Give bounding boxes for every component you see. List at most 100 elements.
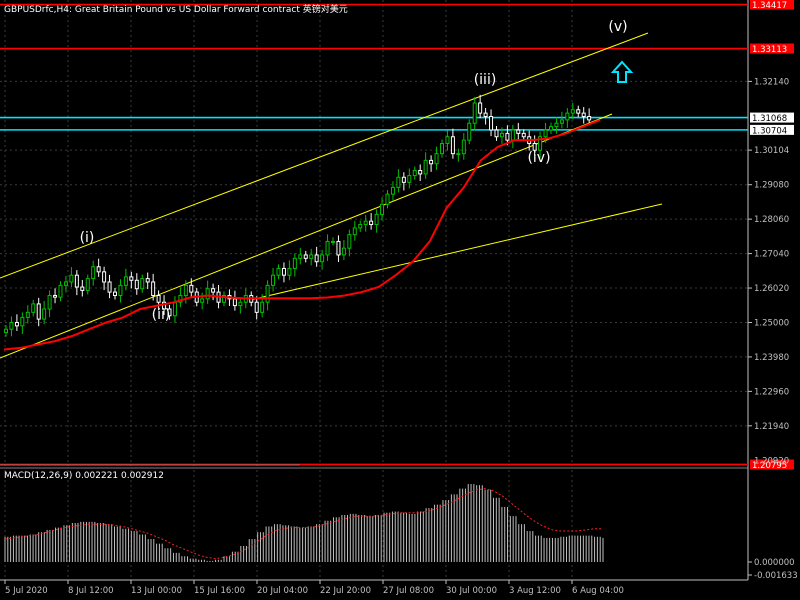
candle-body	[336, 240, 341, 256]
candle-body	[510, 129, 515, 141]
level-label: 1.34417	[752, 1, 787, 11]
wave-label: (iv)	[527, 150, 550, 166]
candle-body	[238, 301, 243, 307]
candle-body	[96, 266, 101, 273]
candle-body	[145, 278, 150, 283]
candle-body	[14, 321, 19, 327]
candle-body	[331, 240, 335, 243]
candle-body	[113, 291, 117, 296]
candle-body	[309, 254, 314, 259]
candle-body	[151, 281, 156, 296]
level-label-box	[750, 0, 794, 10]
candle-body	[369, 220, 374, 226]
candle-body	[499, 132, 504, 138]
candle-body	[53, 294, 58, 298]
candle-body	[532, 143, 537, 151]
candle-body	[200, 298, 205, 303]
candle-body	[9, 321, 14, 330]
symbol-header: GBPUSDrfc,H4: Great Britain Pound vs US …	[4, 5, 348, 15]
candle-body	[587, 116, 592, 121]
candle-body	[396, 176, 401, 188]
candle-body	[189, 284, 194, 293]
candle-body	[407, 175, 412, 183]
time-tick-label: 15 Jul 16:00	[194, 586, 245, 596]
candle-body	[140, 278, 145, 290]
ma-polyline	[3, 118, 601, 351]
candle-body	[172, 301, 177, 317]
time-tick-label: 6 Aug 04:00	[572, 586, 624, 596]
candle-body	[281, 267, 286, 276]
candle-body	[205, 288, 210, 300]
candle-body	[538, 136, 543, 151]
candle-body	[445, 136, 450, 145]
candle-body	[58, 284, 63, 298]
trend-line	[0, 113, 613, 359]
price-tick-label: 1.20920	[754, 456, 789, 466]
wave-label: (i)	[80, 230, 95, 246]
arrow-shape	[610, 60, 634, 83]
time-tick-label: 22 Jul 20:00	[320, 586, 371, 596]
candle-body	[576, 109, 581, 114]
price-tick-label: 1.23980	[754, 353, 789, 363]
candle-body	[211, 288, 216, 293]
candle-body	[401, 176, 406, 183]
candle-body	[374, 213, 379, 226]
time-tick-label: 8 Jul 12:00	[68, 586, 114, 596]
candle-body	[461, 139, 466, 155]
macd-tick-label: -0.001633	[754, 571, 798, 581]
candle-body	[352, 227, 357, 236]
macd-signal-line	[4, 488, 603, 560]
candle-body	[183, 284, 188, 296]
candle-body	[521, 132, 526, 138]
candle-body	[478, 102, 483, 114]
level-label: 1.33113	[752, 45, 787, 55]
candle-body	[156, 294, 161, 303]
up-arrow-icon	[610, 60, 634, 83]
level-label-box	[750, 112, 794, 123]
candle-body	[222, 294, 226, 303]
candle-body	[31, 303, 36, 313]
candle-body	[162, 301, 167, 310]
candle-body	[489, 116, 494, 131]
candle-body	[385, 193, 390, 205]
candle-body	[483, 112, 488, 118]
candle-body	[260, 301, 265, 313]
candle-body	[25, 311, 30, 318]
wave-label: (ii)	[152, 307, 171, 323]
candle-body	[4, 328, 8, 334]
price-tick-label: 1.26020	[754, 284, 789, 294]
trend-channel	[0, 32, 663, 466]
candle-body	[314, 254, 319, 263]
candle-body	[265, 284, 270, 303]
candle-body	[505, 132, 510, 141]
price-tick-label: 1.21940	[754, 422, 789, 432]
candle-body	[85, 278, 90, 291]
candle-body	[69, 274, 74, 283]
candle-body	[467, 122, 472, 141]
candle-body	[123, 276, 128, 286]
level-label-box	[750, 124, 794, 135]
candlesticks	[4, 94, 592, 337]
candle-body	[363, 220, 368, 226]
level-label: 1.31068	[752, 114, 787, 124]
price-axis: 1.32140 1.30104 1.29080 1.28060 1.27040 1.260…	[748, 77, 789, 466]
time-tick-label: 5 Jul 2020	[5, 586, 48, 596]
candle-body	[549, 126, 553, 131]
price-tick-label: 1.32140	[754, 77, 789, 87]
time-tick-label: 30 Jul 00:00	[446, 586, 497, 596]
candle-body	[102, 271, 107, 283]
macd-label: MACD(12,26,9) 0.002221 0.002912	[4, 471, 164, 481]
price-tick-label: 1.30104	[754, 146, 789, 156]
price-tick-label: 1.28060	[754, 215, 789, 225]
trend-line	[0, 32, 649, 279]
candle-body	[118, 284, 123, 296]
candle-body	[418, 170, 423, 175]
candle-body	[303, 254, 308, 259]
candle-body	[20, 316, 25, 327]
candle-body	[167, 308, 172, 317]
moving-average-line	[3, 118, 601, 351]
candle-body	[74, 274, 79, 288]
price-tick-label: 1.27040	[754, 250, 789, 260]
candle-body	[178, 294, 183, 303]
